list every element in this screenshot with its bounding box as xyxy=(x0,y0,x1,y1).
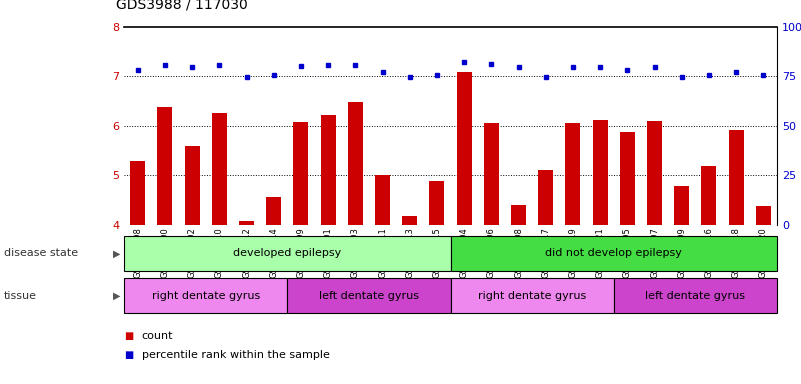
Text: right dentate gyrus: right dentate gyrus xyxy=(151,291,260,301)
Bar xyxy=(348,102,363,225)
Bar xyxy=(647,121,662,225)
Text: right dentate gyrus: right dentate gyrus xyxy=(478,291,586,301)
Bar xyxy=(538,170,553,225)
Text: developed epilepsy: developed epilepsy xyxy=(233,248,341,258)
Bar xyxy=(620,132,635,225)
Text: left dentate gyrus: left dentate gyrus xyxy=(319,291,419,301)
Text: tissue: tissue xyxy=(4,291,37,301)
Bar xyxy=(288,278,450,313)
Bar xyxy=(484,123,499,225)
Bar xyxy=(729,130,743,225)
Text: disease state: disease state xyxy=(4,248,78,258)
Bar xyxy=(158,107,172,225)
Text: did not develop epilepsy: did not develop epilepsy xyxy=(545,248,682,258)
Text: percentile rank within the sample: percentile rank within the sample xyxy=(142,350,330,360)
Text: ▶: ▶ xyxy=(113,291,120,301)
Bar xyxy=(593,120,608,225)
Text: ■: ■ xyxy=(124,350,134,360)
Bar xyxy=(320,115,336,225)
Text: ■: ■ xyxy=(124,331,134,341)
Bar xyxy=(124,236,450,271)
Bar xyxy=(131,161,145,225)
Bar xyxy=(293,122,308,225)
Bar xyxy=(124,278,288,313)
Bar xyxy=(756,206,771,225)
Bar xyxy=(212,113,227,225)
Text: count: count xyxy=(142,331,173,341)
Bar xyxy=(429,181,445,225)
Text: GDS3988 / 117030: GDS3988 / 117030 xyxy=(116,0,248,12)
Bar xyxy=(450,278,614,313)
Bar xyxy=(375,175,390,225)
Text: left dentate gyrus: left dentate gyrus xyxy=(646,291,746,301)
Bar xyxy=(674,186,689,225)
Bar xyxy=(239,221,254,225)
Bar xyxy=(450,236,777,271)
Bar xyxy=(614,278,777,313)
Bar xyxy=(266,197,281,225)
Bar xyxy=(402,216,417,225)
Bar xyxy=(185,146,199,225)
Bar xyxy=(566,123,581,225)
Bar xyxy=(702,166,716,225)
Bar xyxy=(457,72,472,225)
Text: ▶: ▶ xyxy=(113,248,120,258)
Bar xyxy=(511,205,526,225)
